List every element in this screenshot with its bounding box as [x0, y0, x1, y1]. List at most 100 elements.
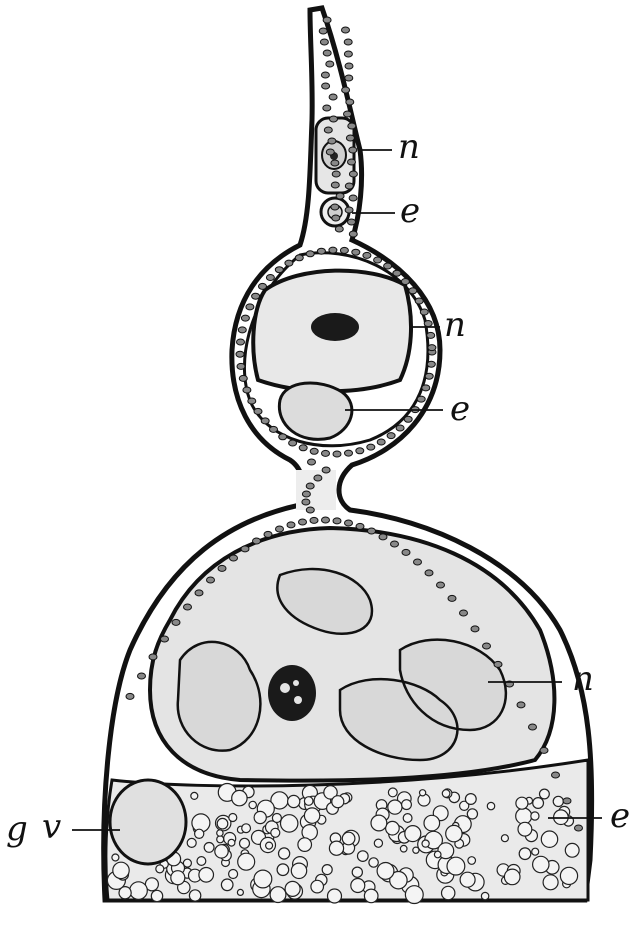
follicle-cell — [309, 447, 319, 455]
follicle-cell — [329, 115, 338, 123]
follicle-cell — [206, 576, 215, 584]
yolk-globule — [368, 857, 379, 868]
follicle-cell — [424, 372, 434, 380]
top-egg-cell — [319, 196, 351, 228]
yolk-globules — [106, 782, 580, 905]
yolk-globule — [421, 839, 430, 848]
follicle-cell — [345, 134, 355, 142]
label-n-mid: n — [444, 305, 466, 345]
follicle-cell — [318, 27, 328, 35]
yolk-globule — [466, 808, 479, 820]
follicle-cell — [245, 303, 255, 311]
follicle-cell — [305, 482, 315, 490]
yolk-globule — [370, 814, 388, 832]
yolk-globule — [363, 888, 379, 904]
follicle-cell — [562, 797, 572, 805]
follicle-cell — [376, 438, 386, 446]
yolk-globule — [271, 812, 282, 824]
follicle-cell — [367, 527, 376, 535]
yolk-globule — [518, 847, 532, 861]
follicle-cell — [194, 589, 204, 597]
yolk-globule — [310, 879, 325, 894]
follicle-cell — [229, 554, 238, 562]
follicle-cell — [436, 581, 445, 589]
yolk-globule — [404, 824, 422, 843]
follicle-cell — [298, 444, 308, 452]
follicle-cell — [345, 98, 355, 106]
follicle-cell — [321, 466, 331, 474]
follicle-cell — [235, 350, 245, 358]
yolk-globule — [118, 886, 132, 900]
follicle-cell — [183, 603, 192, 611]
follicle-cell — [373, 256, 383, 264]
yolk-globule — [303, 796, 314, 806]
follicle-cell — [253, 407, 263, 415]
follicle-cell — [426, 331, 436, 339]
yolk-globule — [356, 850, 369, 862]
follicle-cell — [322, 104, 332, 112]
ovariole-outline — [101, 5, 595, 903]
yolk-globule — [238, 837, 251, 849]
yolk-globule — [237, 852, 256, 871]
follicle-cell — [328, 93, 338, 101]
yolk-globule — [459, 871, 476, 888]
yolk-globule — [515, 796, 529, 810]
follicle-cell — [427, 344, 437, 352]
follicle-cell — [125, 692, 135, 700]
lobed-nucleus — [176, 567, 508, 762]
follicle-cell — [459, 609, 468, 617]
follicle-cell — [344, 182, 354, 190]
yolk-globule — [433, 850, 442, 859]
yolk-globule — [269, 886, 287, 904]
follicle-cell — [275, 525, 284, 533]
middle-egg-cell — [277, 381, 354, 441]
follicle-cell — [419, 308, 429, 316]
follicle-cell — [236, 362, 246, 370]
follicle-cell — [278, 433, 288, 441]
yolk-globule — [277, 847, 291, 860]
label-e-top: e — [400, 191, 420, 231]
yolk-globule — [290, 862, 308, 880]
follicle-cell — [339, 246, 349, 254]
follicle-cells — [125, 16, 583, 832]
follicle-cell — [348, 230, 358, 238]
follicle-cell — [307, 458, 316, 466]
yolk-globule — [112, 861, 130, 880]
yolk-globule — [387, 799, 403, 815]
yolk-globule — [186, 837, 197, 849]
follicle-cell — [331, 170, 341, 178]
follicle-cell — [344, 206, 354, 214]
yolk-globule — [193, 828, 205, 840]
follicle-cell — [574, 824, 583, 832]
follicle-cell — [251, 292, 261, 300]
follicle-cell — [330, 181, 340, 189]
yolk-globule — [182, 858, 192, 868]
follicle-cell — [322, 49, 332, 57]
label-v: v — [42, 807, 61, 847]
yolk-globule — [220, 878, 234, 892]
label-n-top: n — [398, 127, 420, 167]
follicle-cell — [401, 548, 411, 556]
yolk-globule — [198, 866, 215, 883]
yolk-globule — [552, 795, 565, 808]
yolk-globule — [446, 856, 466, 876]
yolk-globule — [467, 856, 477, 865]
follicle-cell — [447, 594, 457, 602]
follicle-cell — [348, 170, 358, 178]
follicle-cell — [327, 137, 337, 145]
follicle-cell — [539, 746, 549, 754]
middle-nurse-cell — [251, 268, 414, 394]
follicle-cell — [392, 269, 402, 277]
follicle-cell — [347, 122, 357, 130]
follicle-cell — [321, 449, 330, 457]
large-nurse-cell — [147, 525, 557, 783]
follicle-cell — [305, 506, 315, 514]
yolk-globule — [253, 869, 273, 889]
follicle-cell — [322, 16, 332, 24]
yolk-globule — [441, 789, 451, 798]
follicle-cell — [378, 533, 388, 541]
yolk-globule — [129, 881, 148, 900]
follicle-cell — [482, 642, 491, 650]
follicle-cell — [269, 425, 278, 433]
follicle-cell — [395, 424, 405, 432]
